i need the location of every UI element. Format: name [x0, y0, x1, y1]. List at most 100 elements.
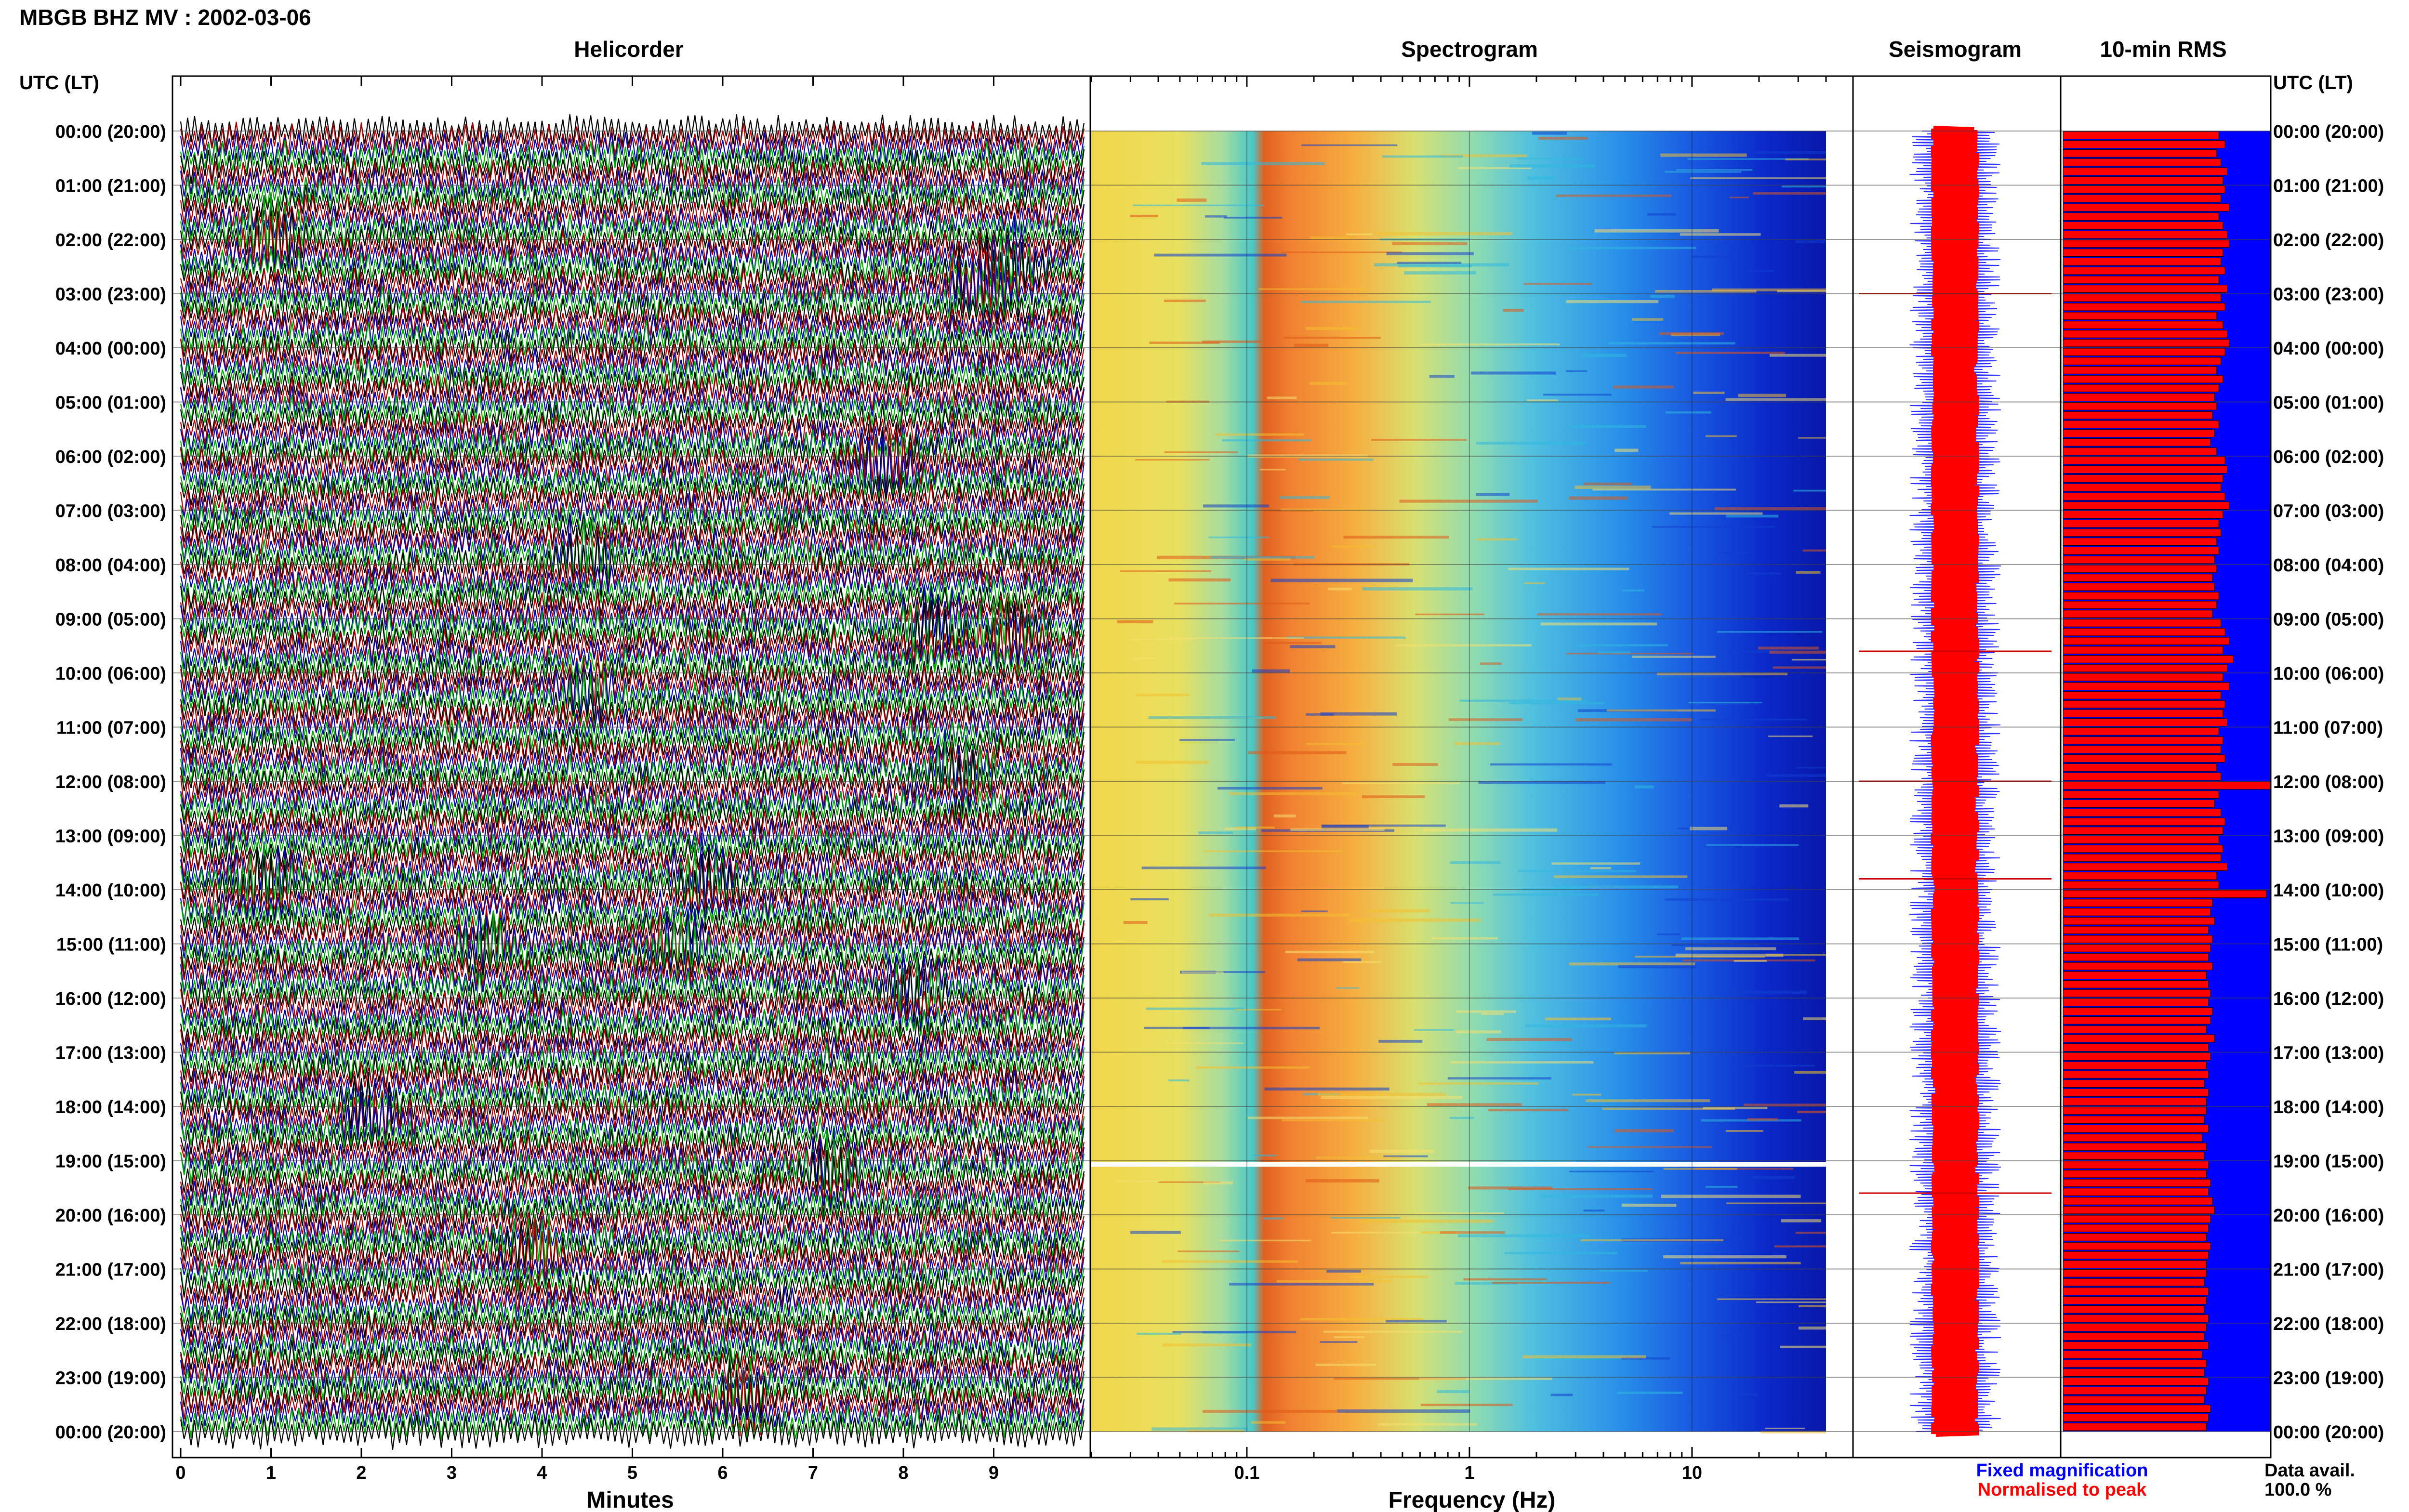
- rms-bar: [2063, 619, 2222, 627]
- spectrogram-streak: [1429, 375, 1455, 378]
- spectrogram-streak: [1117, 620, 1153, 623]
- helicorder-trace: [180, 836, 1085, 873]
- spectrogram-streak: [1337, 1409, 1470, 1413]
- spectrogram-streak: [1476, 538, 1518, 541]
- hour-label-right: 18:00 (14:00): [2273, 1097, 2384, 1118]
- hour-label-right: 12:00 (08:00): [2273, 772, 2384, 792]
- rms-bar: [2063, 754, 2225, 763]
- helicorder-trace: [180, 347, 1085, 385]
- hour-label-right: 17:00 (13:00): [2273, 1043, 2384, 1064]
- spectrogram-streak: [1613, 385, 1674, 389]
- spectrogram-streak: [1415, 613, 1484, 616]
- spectrogram-streak: [1136, 761, 1209, 764]
- spectrogram-streak: [1427, 1103, 1522, 1106]
- spectrogram-streak: [1281, 251, 1402, 253]
- spectrogram-streak: [1675, 352, 1785, 354]
- helicorder-trace: [180, 1189, 1085, 1224]
- rms-bar: [2063, 1179, 2211, 1187]
- spectrogram-streak: [1681, 937, 1800, 940]
- helicorder-title: Helicorder: [574, 37, 684, 62]
- spectrogram-streak: [1404, 271, 1476, 275]
- rms-bar: [2063, 348, 2225, 356]
- helicorder-trace: [180, 903, 1085, 971]
- minutes-axis: 0 1 2 3 4 5 6 7 8 9: [175, 76, 999, 1483]
- spectrogram-streak: [1331, 545, 1375, 548]
- helicorder-trace: [180, 1250, 1085, 1288]
- hour-label-right: 06:00 (02:00): [2273, 447, 2384, 467]
- spectrogram-streak: [1540, 622, 1657, 626]
- rms-bar: [2063, 1161, 2209, 1169]
- spectrogram-streak: [1137, 1332, 1182, 1335]
- spectrogram-streak: [1735, 1393, 1758, 1396]
- spectrogram-streak: [1136, 693, 1190, 697]
- helicorder-trace: [180, 772, 1085, 809]
- spectrogram-streak: [1326, 1270, 1361, 1273]
- rms-bar: [2063, 1305, 2205, 1314]
- spectrogram-streak: [1599, 1270, 1648, 1272]
- spectrogram-streak: [1161, 1260, 1298, 1263]
- helicorder-trace: [180, 203, 1085, 239]
- rms-bar: [2063, 998, 2209, 1007]
- spectrogram-streak: [1454, 742, 1501, 745]
- helicorder-trace: [180, 817, 1085, 854]
- spectrogram-streak: [1615, 1129, 1674, 1132]
- helicorder-trace: [180, 519, 1085, 556]
- rms-bar: [2063, 592, 2219, 600]
- spectrogram-streak: [1480, 662, 1502, 665]
- helicorder-trace: [180, 591, 1085, 628]
- spectrogram-streak: [1229, 792, 1357, 795]
- spectrogram-streak: [1334, 1378, 1466, 1380]
- legend-fixed-magnification: Fixed magnification: [1976, 1460, 2148, 1481]
- spectrogram-streak: [1290, 828, 1385, 831]
- rms-bar: [2063, 1323, 2207, 1332]
- hour-label-right: 00:00 (20:00): [2273, 122, 2384, 142]
- spectrogram-streak: [1346, 233, 1373, 236]
- spectrogram-streak: [1129, 638, 1194, 640]
- spectrogram-streak: [1182, 971, 1224, 973]
- spectrogram-streak: [1617, 1391, 1683, 1394]
- rms-bar: [2063, 239, 2230, 248]
- spectrogram-streak: [1729, 197, 1749, 198]
- spectrogram-streak: [1478, 781, 1606, 784]
- rms-bar: [2063, 294, 2222, 302]
- helicorder-trace: [180, 709, 1085, 746]
- helicorder-trace: [180, 690, 1085, 728]
- spectrogram-streak: [1773, 666, 1826, 669]
- rms-bar: [2063, 1287, 2209, 1296]
- rms-bar: [2063, 1206, 2215, 1214]
- hour-label-left: 18:00 (14:00): [55, 1097, 166, 1118]
- spectrogram-streak: [1342, 782, 1460, 784]
- spectrogram-streak: [1276, 1280, 1391, 1283]
- rms-bar: [2063, 528, 2222, 537]
- rms-bar: [2063, 393, 2215, 401]
- spectrogram-streak: [1490, 763, 1612, 766]
- hour-label-left: 21:00 (17:00): [55, 1260, 166, 1280]
- helicorder-trace: [180, 808, 1085, 844]
- rms-bar: [2063, 854, 2222, 862]
- helicorder-trace: [180, 365, 1085, 401]
- spectrogram-streak: [1420, 343, 1560, 346]
- rms-bar: [2063, 511, 2224, 519]
- spectrogram-streak: [1392, 242, 1468, 245]
- rms-bar: [2063, 1395, 2205, 1404]
- spectrogram-streak: [1586, 1099, 1710, 1103]
- spectrogram-streak: [1343, 961, 1382, 963]
- spectrogram-streak: [1525, 1024, 1647, 1027]
- spectrogram-streak: [1657, 672, 1787, 676]
- spectrogram-streak: [1588, 1146, 1712, 1148]
- rms-bar: [2063, 962, 2213, 971]
- spectrogram-streak: [1634, 785, 1654, 789]
- spectrogram-streak: [1781, 1219, 1821, 1223]
- spectrogram-streak: [1524, 582, 1545, 584]
- rms-bar: [2063, 1061, 2207, 1070]
- spectrogram-streak: [1203, 1181, 1233, 1184]
- spectrogram-streak: [1598, 651, 1630, 654]
- spectrogram-streak: [1449, 718, 1522, 721]
- spectrogram-streak: [1440, 1231, 1505, 1234]
- spectrogram-streak: [1575, 486, 1651, 489]
- helicorder-trace: [180, 952, 1085, 990]
- spectrogram-streak: [1264, 642, 1322, 644]
- hour-label-right: 15:00 (11:00): [2273, 935, 2383, 955]
- hour-label-left: 00:00 (20:00): [55, 122, 166, 142]
- rms-bar: [2063, 646, 2224, 654]
